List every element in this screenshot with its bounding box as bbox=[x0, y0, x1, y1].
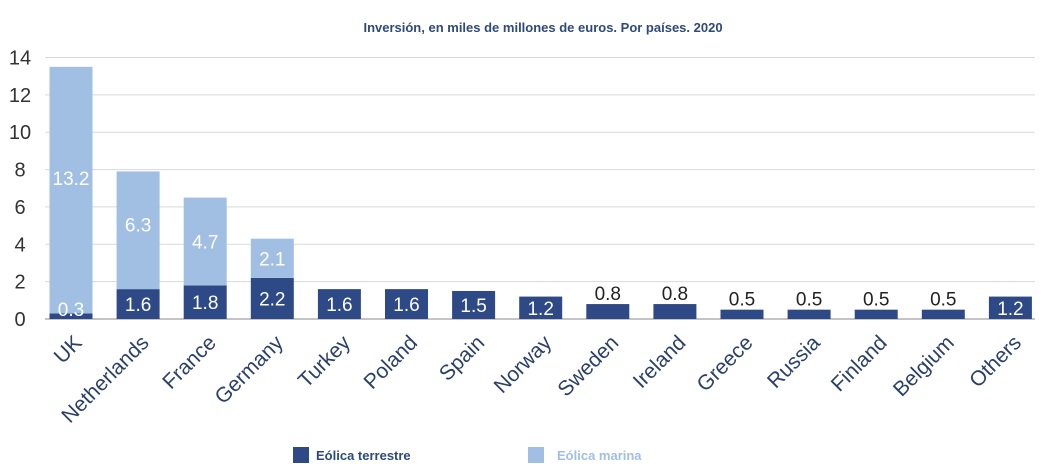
data-label-eolica-terrestre: 2.2 bbox=[259, 289, 285, 310]
x-tick-label: Turkey bbox=[294, 331, 355, 392]
bar-eolica-terrestre bbox=[519, 296, 563, 319]
legend-swatch bbox=[293, 447, 309, 463]
y-axis: 0 2 4 6 8 10 12 14 bbox=[9, 48, 31, 332]
data-label-eolica-terrestre: 1.8 bbox=[192, 293, 218, 314]
y-tick-label: 2 bbox=[14, 272, 25, 294]
y-tick-label: 6 bbox=[14, 197, 25, 219]
legend-swatch bbox=[528, 447, 544, 463]
legend: Eólica terrestre Eólica marina bbox=[293, 447, 642, 463]
bar-eolica-terrestre bbox=[49, 313, 93, 319]
x-tick-label: Ireland bbox=[629, 331, 691, 393]
data-label-eolica-marina: 4.7 bbox=[192, 232, 218, 253]
data-label-eolica-terrestre: 0.3 bbox=[58, 300, 84, 321]
x-tick-label: Others bbox=[965, 331, 1026, 392]
y-tick-label: 10 bbox=[9, 122, 31, 144]
data-label-eolica-terrestre: 1.2 bbox=[997, 299, 1023, 320]
bar-eolica-terrestre bbox=[787, 309, 831, 319]
bar-eolica-marina bbox=[183, 197, 227, 286]
x-tick-label: Belgium bbox=[889, 331, 959, 401]
x-tick-label: Poland bbox=[360, 331, 423, 394]
legend-label: Eólica marina bbox=[557, 448, 642, 463]
data-label-eolica-terrestre: 1.6 bbox=[125, 295, 151, 316]
x-tick-label: Germany bbox=[211, 331, 289, 409]
data-label-eolica-terrestre: 0.5 bbox=[863, 290, 889, 311]
x-tick-label: Spain bbox=[435, 331, 489, 385]
data-label-eolica-marina: 2.1 bbox=[259, 249, 285, 270]
data-label-eolica-marina: 6.3 bbox=[125, 215, 151, 236]
bar-eolica-terrestre bbox=[586, 304, 630, 319]
bar-eolica-terrestre bbox=[452, 290, 496, 319]
x-tick-label: Greece bbox=[693, 331, 758, 396]
data-label-eolica-marina: 13.2 bbox=[53, 169, 90, 190]
y-tick-label: 12 bbox=[9, 85, 31, 107]
x-tick-label: Finland bbox=[827, 331, 892, 396]
bar-eolica-terrestre bbox=[653, 304, 697, 319]
data-label-eolica-terrestre: 1.5 bbox=[460, 296, 486, 317]
x-tick-label: UK bbox=[50, 331, 87, 368]
bar-eolica-marina bbox=[49, 66, 93, 314]
bar-eolica-terrestre bbox=[988, 296, 1032, 319]
bar-eolica-terrestre bbox=[854, 309, 898, 319]
data-label-eolica-terrestre: 1.2 bbox=[527, 299, 553, 320]
data-label-eolica-terrestre: 0.8 bbox=[595, 284, 621, 305]
y-tick-label: 0 bbox=[14, 309, 25, 331]
x-tick-label: Norway bbox=[490, 331, 557, 398]
x-tick-label: France bbox=[158, 331, 220, 393]
bar-eolica-terrestre bbox=[385, 289, 428, 319]
legend-label: Eólica terrestre bbox=[316, 448, 411, 463]
bar-eolica-marina bbox=[116, 171, 160, 290]
bar-eolica-terrestre bbox=[317, 289, 361, 319]
data-label-eolica-terrestre: 0.5 bbox=[796, 290, 822, 311]
chart-title: Inversión, en miles de millones de euros… bbox=[363, 20, 722, 35]
y-tick-label: 14 bbox=[9, 48, 31, 70]
data-label-eolica-terrestre: 0.8 bbox=[662, 284, 688, 305]
data-label-eolica-terrestre: 0.5 bbox=[930, 290, 956, 311]
bar-eolica-terrestre bbox=[921, 309, 965, 319]
y-tick-label: 4 bbox=[14, 234, 25, 256]
data-label-eolica-terrestre: 0.5 bbox=[729, 290, 755, 311]
bar-eolica-terrestre bbox=[183, 285, 227, 319]
bar-eolica-terrestre bbox=[250, 277, 294, 319]
data-label-eolica-terrestre: 1.6 bbox=[393, 295, 419, 316]
y-tick-label: 8 bbox=[14, 160, 25, 182]
x-tick-label: Russia bbox=[763, 331, 825, 393]
bar-eolica-terrestre bbox=[720, 309, 764, 319]
bar-eolica-marina bbox=[250, 238, 294, 278]
bars: 0.3 13.2 1.6 6.3 1.8 4.7 2.2 2.1 1.6 1.6 1.5 1.2 0.8… bbox=[49, 66, 1032, 321]
data-label-eolica-terrestre: 1.6 bbox=[326, 295, 352, 316]
x-tick-label: Sweden bbox=[553, 331, 623, 401]
bar-eolica-terrestre bbox=[116, 289, 160, 319]
